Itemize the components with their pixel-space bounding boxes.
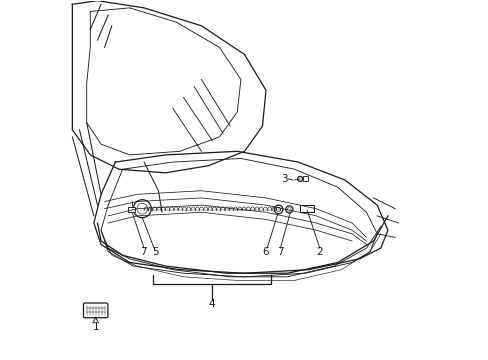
- Text: 4: 4: [208, 299, 215, 309]
- Text: 7: 7: [140, 247, 146, 257]
- Text: 7: 7: [277, 247, 283, 257]
- FancyBboxPatch shape: [300, 205, 313, 212]
- Text: 5: 5: [152, 247, 159, 257]
- Text: 1: 1: [92, 322, 99, 332]
- Text: 3: 3: [281, 174, 287, 184]
- Text: 2: 2: [316, 247, 323, 257]
- Bar: [128, 207, 135, 212]
- Bar: [303, 176, 307, 181]
- Text: 6: 6: [262, 247, 269, 257]
- FancyBboxPatch shape: [83, 303, 108, 318]
